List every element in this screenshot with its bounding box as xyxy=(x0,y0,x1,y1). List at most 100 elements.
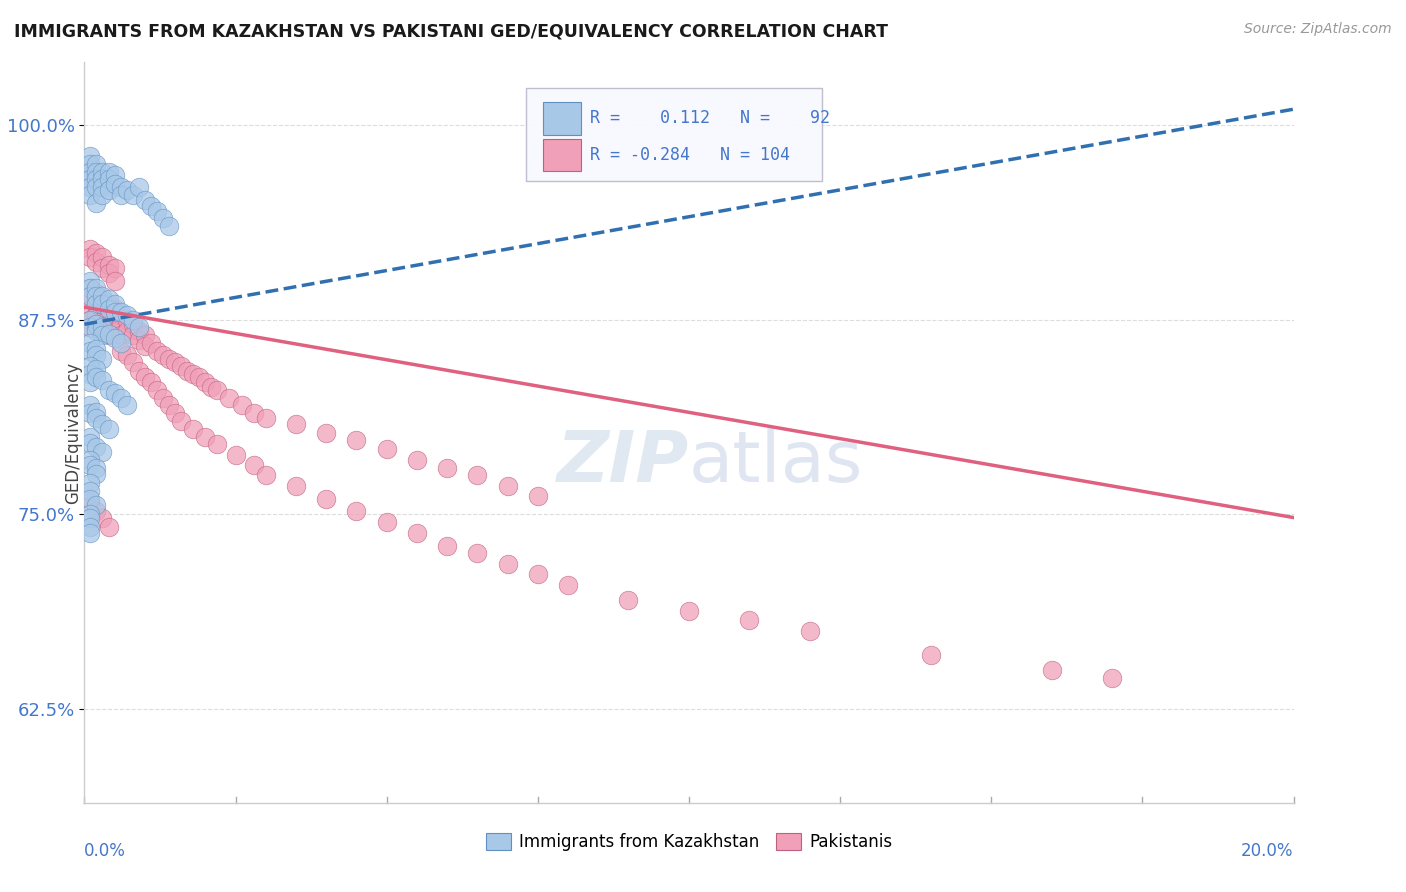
Text: ZIP: ZIP xyxy=(557,428,689,497)
Point xyxy=(104,274,127,288)
Point xyxy=(115,312,138,326)
Point xyxy=(79,164,101,178)
Point xyxy=(79,406,101,420)
Point xyxy=(86,460,108,475)
Point xyxy=(194,429,217,443)
Point xyxy=(285,479,308,493)
Point xyxy=(86,318,108,332)
Point xyxy=(121,328,143,343)
Point xyxy=(86,289,108,303)
Point xyxy=(97,308,120,322)
Point xyxy=(79,289,101,303)
Point xyxy=(110,336,132,351)
Point xyxy=(91,297,114,311)
Text: R =    0.112   N =    92: R = 0.112 N = 92 xyxy=(589,109,830,127)
Point xyxy=(79,510,101,524)
Point xyxy=(110,180,132,194)
Point xyxy=(79,274,101,288)
Point xyxy=(188,370,211,384)
Text: atlas: atlas xyxy=(689,428,863,497)
Point xyxy=(79,320,101,334)
Text: Source: ZipAtlas.com: Source: ZipAtlas.com xyxy=(1244,22,1392,37)
Point xyxy=(86,157,108,171)
Point xyxy=(86,324,108,338)
Point xyxy=(91,188,114,202)
Point xyxy=(110,308,132,322)
Point xyxy=(104,168,127,182)
Point xyxy=(207,437,229,451)
Point xyxy=(115,324,138,338)
Point xyxy=(110,343,132,358)
Point xyxy=(91,301,114,316)
Point xyxy=(200,379,222,393)
Point xyxy=(194,375,217,389)
Point xyxy=(79,149,101,163)
Point xyxy=(79,359,101,374)
FancyBboxPatch shape xyxy=(526,88,823,181)
Point xyxy=(165,406,187,420)
Point xyxy=(181,422,204,436)
Point xyxy=(86,308,108,322)
Point xyxy=(79,180,101,194)
Point xyxy=(104,324,127,338)
Point xyxy=(225,448,247,462)
Point xyxy=(128,364,150,378)
Point xyxy=(799,624,821,639)
Point xyxy=(91,164,114,178)
Point xyxy=(86,467,108,481)
Point xyxy=(86,318,108,332)
Point xyxy=(86,255,108,269)
Point xyxy=(86,410,108,425)
Point xyxy=(79,250,101,264)
Point xyxy=(79,172,101,186)
Point xyxy=(86,498,108,512)
Point xyxy=(315,491,337,506)
Point xyxy=(79,343,101,358)
Point xyxy=(496,558,519,572)
Point xyxy=(79,491,101,506)
Point xyxy=(91,324,114,338)
Point xyxy=(97,301,120,316)
Point xyxy=(91,320,114,334)
Point xyxy=(104,305,127,319)
Point xyxy=(79,458,101,472)
Point xyxy=(86,297,108,311)
Point xyxy=(97,422,120,436)
Point xyxy=(91,250,114,264)
Point xyxy=(97,266,120,280)
Point xyxy=(86,362,108,376)
Point xyxy=(134,339,156,353)
Point xyxy=(86,370,108,384)
Point xyxy=(97,383,120,397)
Point xyxy=(527,566,550,581)
Point xyxy=(467,546,489,560)
Legend: Immigrants from Kazakhstan, Pakistanis: Immigrants from Kazakhstan, Pakistanis xyxy=(479,826,898,857)
Point xyxy=(86,164,108,178)
Point xyxy=(91,510,114,524)
Point xyxy=(139,336,162,351)
Point xyxy=(79,367,101,381)
Point xyxy=(104,331,127,345)
Point xyxy=(79,301,101,316)
Point xyxy=(86,195,108,210)
Point xyxy=(86,441,108,455)
Point xyxy=(436,460,458,475)
Point xyxy=(79,336,101,351)
Point xyxy=(79,495,101,509)
Point xyxy=(436,539,458,553)
Point xyxy=(79,453,101,467)
Point xyxy=(104,312,127,326)
Point xyxy=(128,180,150,194)
Point xyxy=(104,297,127,311)
Point xyxy=(79,243,101,257)
FancyBboxPatch shape xyxy=(543,139,581,170)
Point xyxy=(79,484,101,499)
Point xyxy=(91,445,114,459)
Point xyxy=(242,406,264,420)
Point xyxy=(207,383,229,397)
Point xyxy=(91,180,114,194)
Text: IMMIGRANTS FROM KAZAKHSTAN VS PAKISTANI GED/EQUIVALENCY CORRELATION CHART: IMMIGRANTS FROM KAZAKHSTAN VS PAKISTANI … xyxy=(14,22,889,40)
Point xyxy=(79,281,101,295)
Point xyxy=(254,410,277,425)
Point xyxy=(152,391,174,405)
